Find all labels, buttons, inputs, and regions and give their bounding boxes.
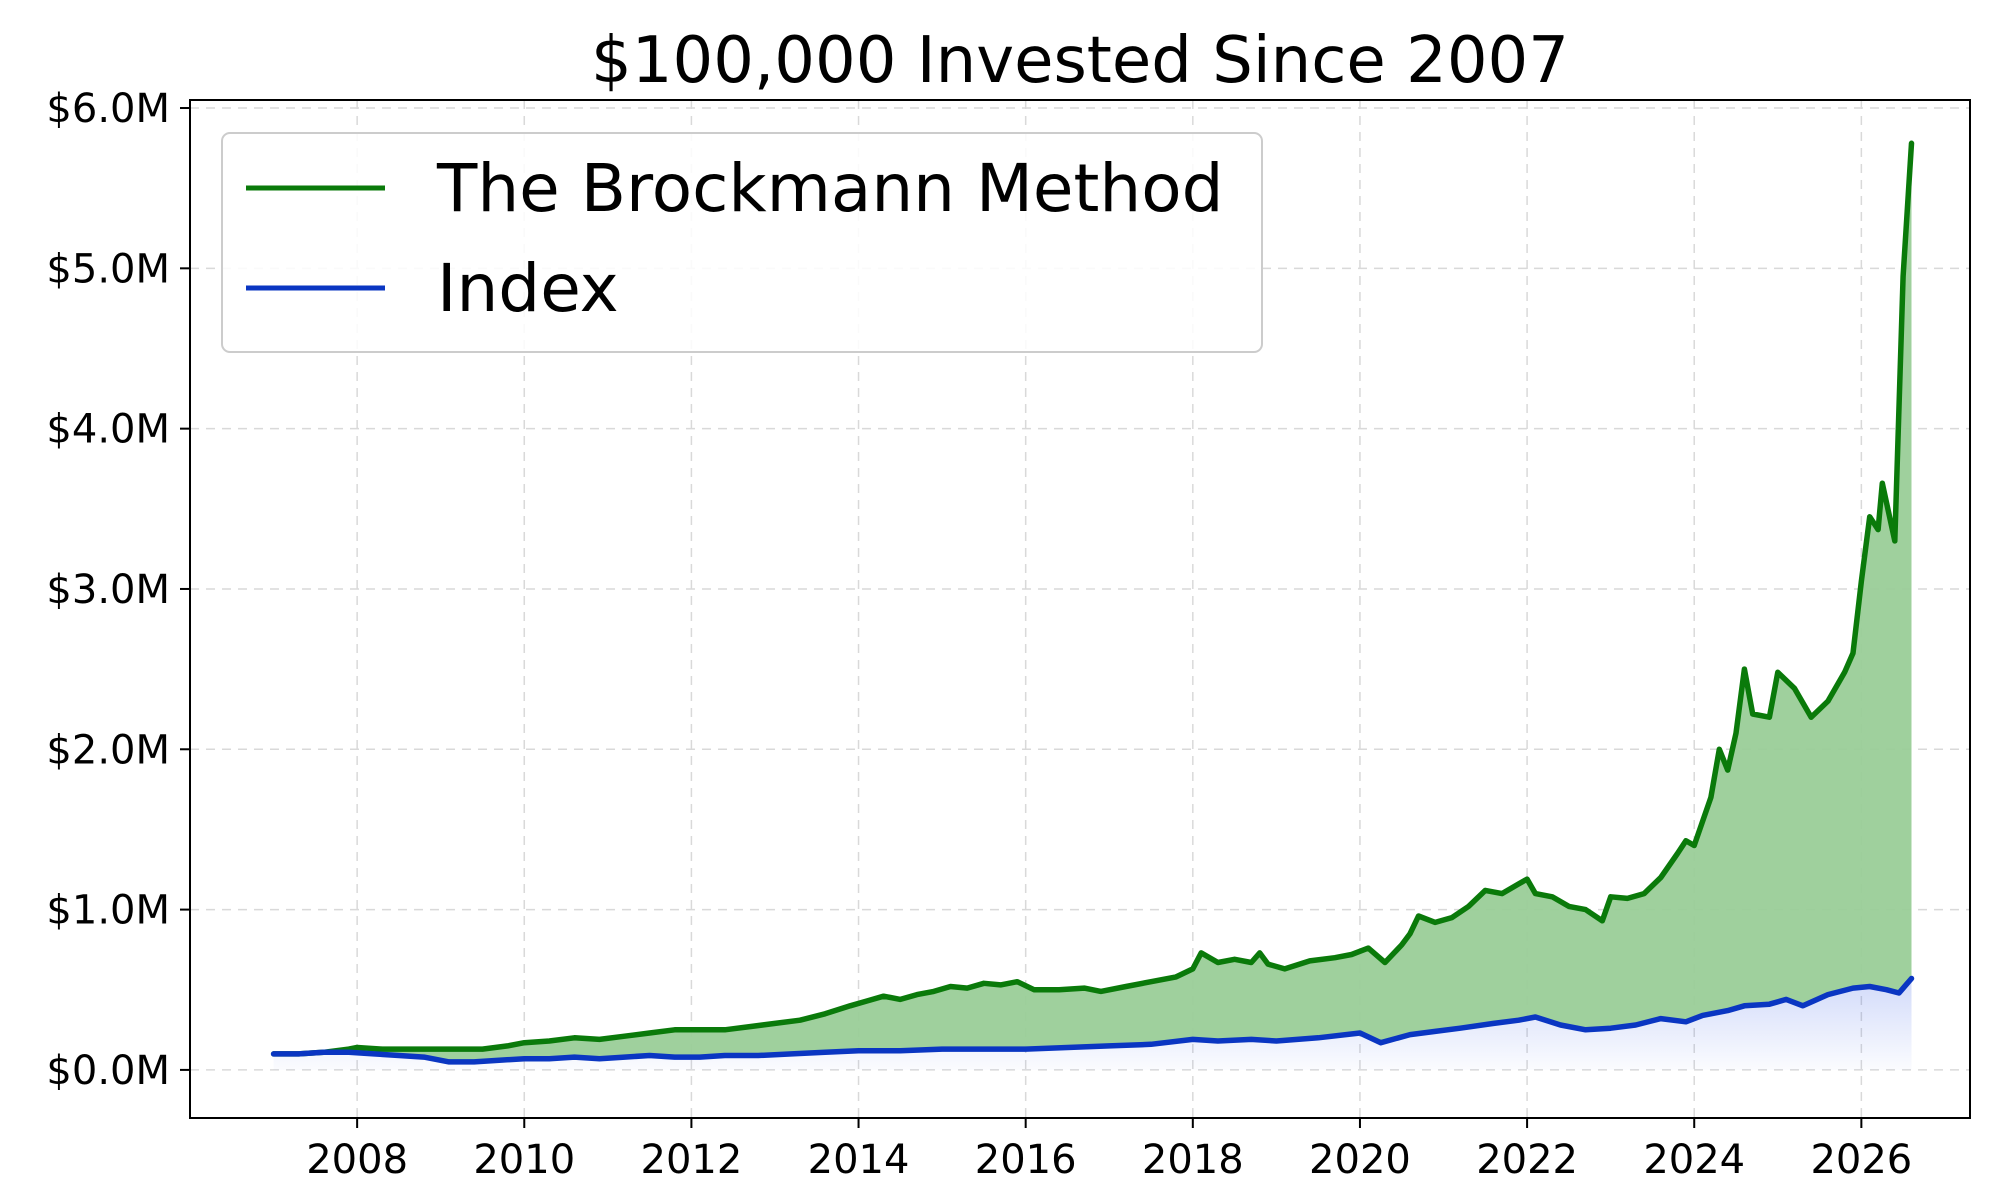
x-tick-label: 2018 bbox=[1142, 1137, 1244, 1183]
index-area bbox=[273, 978, 1912, 1070]
series-line-index bbox=[270, 975, 1915, 1065]
x-tick-label: 2014 bbox=[808, 1137, 910, 1183]
y-tick-label: $0.0M bbox=[46, 1048, 170, 1094]
x-axis: 2008 2010 2012 2014 2016 2018 2020 2022 2024 2026 bbox=[306, 1118, 1912, 1183]
y-tick-label: $2.0M bbox=[46, 727, 170, 773]
outperformance-area bbox=[273, 143, 1912, 1062]
legend-box bbox=[221, 132, 1263, 353]
chart-title: $100,000 Invested Since 2007 bbox=[591, 24, 1569, 98]
legend-label-index: Index bbox=[437, 250, 619, 327]
plot-frame bbox=[189, 99, 1971, 1119]
x-tick-label: 2024 bbox=[1643, 1137, 1745, 1183]
x-tick-label: 2012 bbox=[641, 1137, 743, 1183]
y-tick-label: $3.0M bbox=[46, 567, 170, 613]
y-tick-label: $6.0M bbox=[46, 86, 170, 132]
x-tick-label: 2010 bbox=[473, 1137, 575, 1183]
legend-label-brockmann: The Brockmann Method bbox=[436, 150, 1224, 227]
x-tick-label: 2026 bbox=[1810, 1137, 1912, 1183]
x-tick-label: 2022 bbox=[1476, 1137, 1578, 1183]
legend: The Brockmann Method Index bbox=[221, 132, 1263, 353]
y-axis: $0.0M $1.0M $2.0M $3.0M $4.0M $5.0M $6.0M bbox=[46, 86, 190, 1094]
series-line-brockmann bbox=[270, 140, 1915, 1057]
y-tick-label: $5.0M bbox=[46, 246, 170, 292]
x-tick-label: 2008 bbox=[306, 1137, 408, 1183]
x-tick-label: 2020 bbox=[1309, 1137, 1411, 1183]
y-tick-label: $1.0M bbox=[46, 888, 170, 934]
y-tick-label: $4.0M bbox=[46, 407, 170, 453]
x-tick-label: 2016 bbox=[975, 1137, 1077, 1183]
